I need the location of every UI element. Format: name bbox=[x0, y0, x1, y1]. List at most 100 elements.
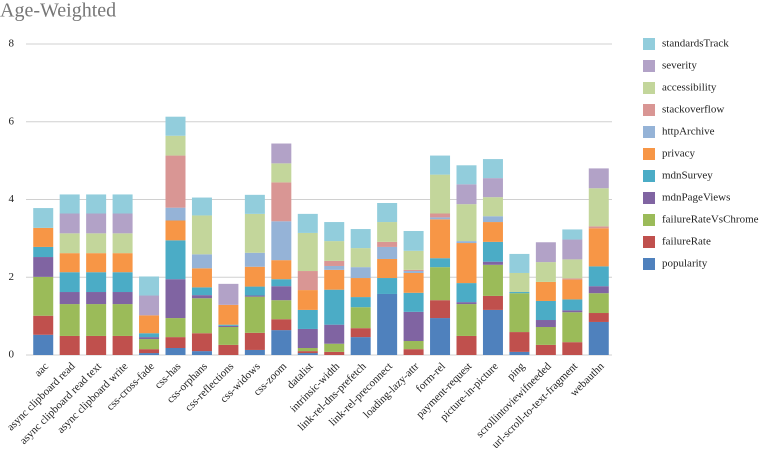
bar-segment bbox=[244, 194, 265, 214]
x-tick-label: ping bbox=[505, 360, 528, 383]
bar-segment bbox=[112, 213, 133, 234]
bar-segment bbox=[244, 286, 265, 296]
bar-segment bbox=[324, 265, 345, 270]
bar-segment bbox=[33, 227, 54, 247]
bar-segment bbox=[403, 230, 424, 251]
bar-segment bbox=[86, 304, 107, 336]
chart-title: Age-Weighted bbox=[0, 0, 116, 22]
bar-segment bbox=[244, 296, 265, 333]
bar-segment bbox=[562, 278, 583, 280]
bar-segment bbox=[456, 283, 477, 303]
bar-segment bbox=[588, 293, 609, 314]
bar-segment bbox=[244, 213, 265, 253]
bar-segment bbox=[403, 311, 424, 342]
legend-label: accessibility bbox=[662, 82, 717, 94]
bar-segment bbox=[297, 232, 318, 272]
bar-segment bbox=[403, 271, 424, 273]
bar-segment bbox=[139, 276, 160, 296]
bar-segment bbox=[191, 287, 212, 296]
bar-segment bbox=[377, 258, 398, 279]
bar-segment bbox=[456, 243, 477, 284]
bar-segment bbox=[139, 349, 160, 354]
bar-segment bbox=[482, 216, 503, 223]
bar-segment bbox=[191, 254, 212, 269]
bar-segment bbox=[324, 351, 345, 355]
bar-segment bbox=[59, 253, 80, 273]
bar-segment bbox=[59, 213, 80, 234]
bar-segment bbox=[509, 332, 530, 352]
bar-segment bbox=[297, 290, 318, 310]
bar-segment bbox=[271, 300, 292, 320]
bar-segment bbox=[165, 337, 186, 349]
bar-segment bbox=[403, 349, 424, 355]
bar-segment bbox=[430, 219, 451, 259]
bar-segment bbox=[377, 222, 398, 242]
bar-segment bbox=[112, 304, 133, 336]
bar-segment bbox=[588, 313, 609, 322]
bar-segment bbox=[482, 241, 503, 262]
bar-segment bbox=[535, 242, 556, 263]
bar-segment bbox=[271, 221, 292, 261]
bar-segment bbox=[535, 344, 556, 355]
bar-segment bbox=[562, 310, 583, 313]
bar-segment bbox=[482, 261, 503, 265]
bar-segment bbox=[244, 252, 265, 267]
x-tick-label: aac bbox=[32, 360, 51, 379]
bar-segment bbox=[33, 276, 54, 316]
bar-segment bbox=[324, 269, 345, 290]
legend-swatch bbox=[643, 126, 655, 138]
bar-segment bbox=[324, 260, 345, 266]
bar-segment bbox=[588, 168, 609, 189]
bar-segment bbox=[86, 335, 107, 355]
legend-swatch bbox=[643, 258, 655, 270]
bar-segment bbox=[588, 266, 609, 287]
bar-segment bbox=[482, 309, 503, 355]
bar-segment bbox=[509, 272, 530, 293]
bar-segment bbox=[165, 220, 186, 241]
bar-segment bbox=[324, 241, 345, 261]
bar-segment bbox=[244, 349, 265, 355]
bar-segment bbox=[456, 241, 477, 244]
bar-segment bbox=[562, 342, 583, 355]
bar-segment bbox=[271, 143, 292, 164]
bar-segment bbox=[218, 283, 239, 305]
bar-segment bbox=[350, 328, 371, 338]
bar-segment bbox=[350, 278, 371, 298]
bar-segment bbox=[430, 300, 451, 319]
legend-swatch bbox=[643, 60, 655, 72]
bar-segment bbox=[509, 293, 530, 333]
bar-segment bbox=[482, 178, 503, 198]
bar-segment bbox=[139, 339, 160, 350]
bar-segment bbox=[509, 292, 530, 294]
bar-segment bbox=[165, 240, 186, 280]
legend-label: mdnSurvey bbox=[662, 170, 713, 182]
bar-segment bbox=[191, 351, 212, 355]
bar-segment bbox=[377, 293, 398, 355]
bar-segment bbox=[59, 335, 80, 355]
bar-segment bbox=[562, 239, 583, 260]
bar-segment bbox=[456, 165, 477, 185]
legend-label: severity bbox=[662, 60, 697, 72]
bar-segment bbox=[112, 194, 133, 214]
bar-segment bbox=[165, 116, 186, 136]
bar-segment bbox=[562, 312, 583, 343]
bar-segment bbox=[456, 204, 477, 242]
bar-segment bbox=[191, 197, 212, 216]
bar-segment bbox=[430, 213, 451, 218]
bar-segment bbox=[456, 335, 477, 355]
bar-segment bbox=[456, 184, 477, 205]
bar-segment bbox=[165, 207, 186, 221]
legend-swatch bbox=[643, 192, 655, 204]
y-tick-label: 2 bbox=[9, 271, 15, 283]
bar-segment bbox=[350, 337, 371, 355]
bar-segment bbox=[430, 258, 451, 268]
bar-segment bbox=[297, 309, 318, 329]
bar-segment bbox=[297, 348, 318, 352]
bar-segment bbox=[350, 267, 371, 279]
bar-segment bbox=[588, 226, 609, 229]
bar-segment bbox=[33, 208, 54, 228]
bar-segment bbox=[535, 281, 556, 301]
bar-segment bbox=[430, 155, 451, 175]
bar-segment bbox=[297, 328, 318, 349]
